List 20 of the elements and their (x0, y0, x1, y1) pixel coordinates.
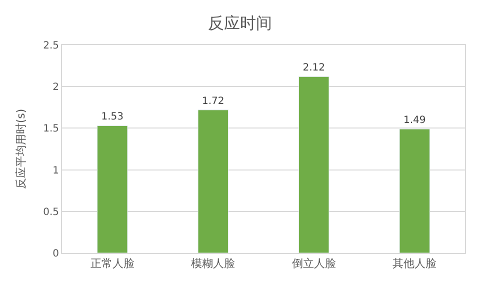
x-tick-label: 其他人脸 (392, 257, 437, 270)
bar (399, 128, 430, 253)
x-tick-label: 倒立人脸 (292, 257, 336, 270)
bar (97, 125, 128, 253)
chart-title: 反应时间 (208, 13, 272, 32)
y-tick-label: 0.5 (43, 206, 59, 218)
y-tick-label: 1 (52, 165, 59, 176)
x-tick-label: 正常人脸 (90, 257, 134, 270)
x-tick-label: 模糊人脸 (191, 257, 236, 270)
y-tick-label: 0 (52, 248, 59, 260)
y-tick-label: 2 (52, 82, 59, 94)
data-label: 1.72 (202, 96, 224, 107)
bar (198, 110, 228, 253)
data-label: 1.53 (101, 112, 124, 123)
data-label: 2.12 (302, 62, 326, 74)
bar (298, 76, 330, 253)
data-label: 1.49 (403, 115, 426, 126)
y-axis-title: 反应平均用时(s) (14, 108, 28, 190)
y-tick-label: 2.5 (43, 40, 59, 52)
y-tick-label: 1.5 (43, 124, 59, 135)
